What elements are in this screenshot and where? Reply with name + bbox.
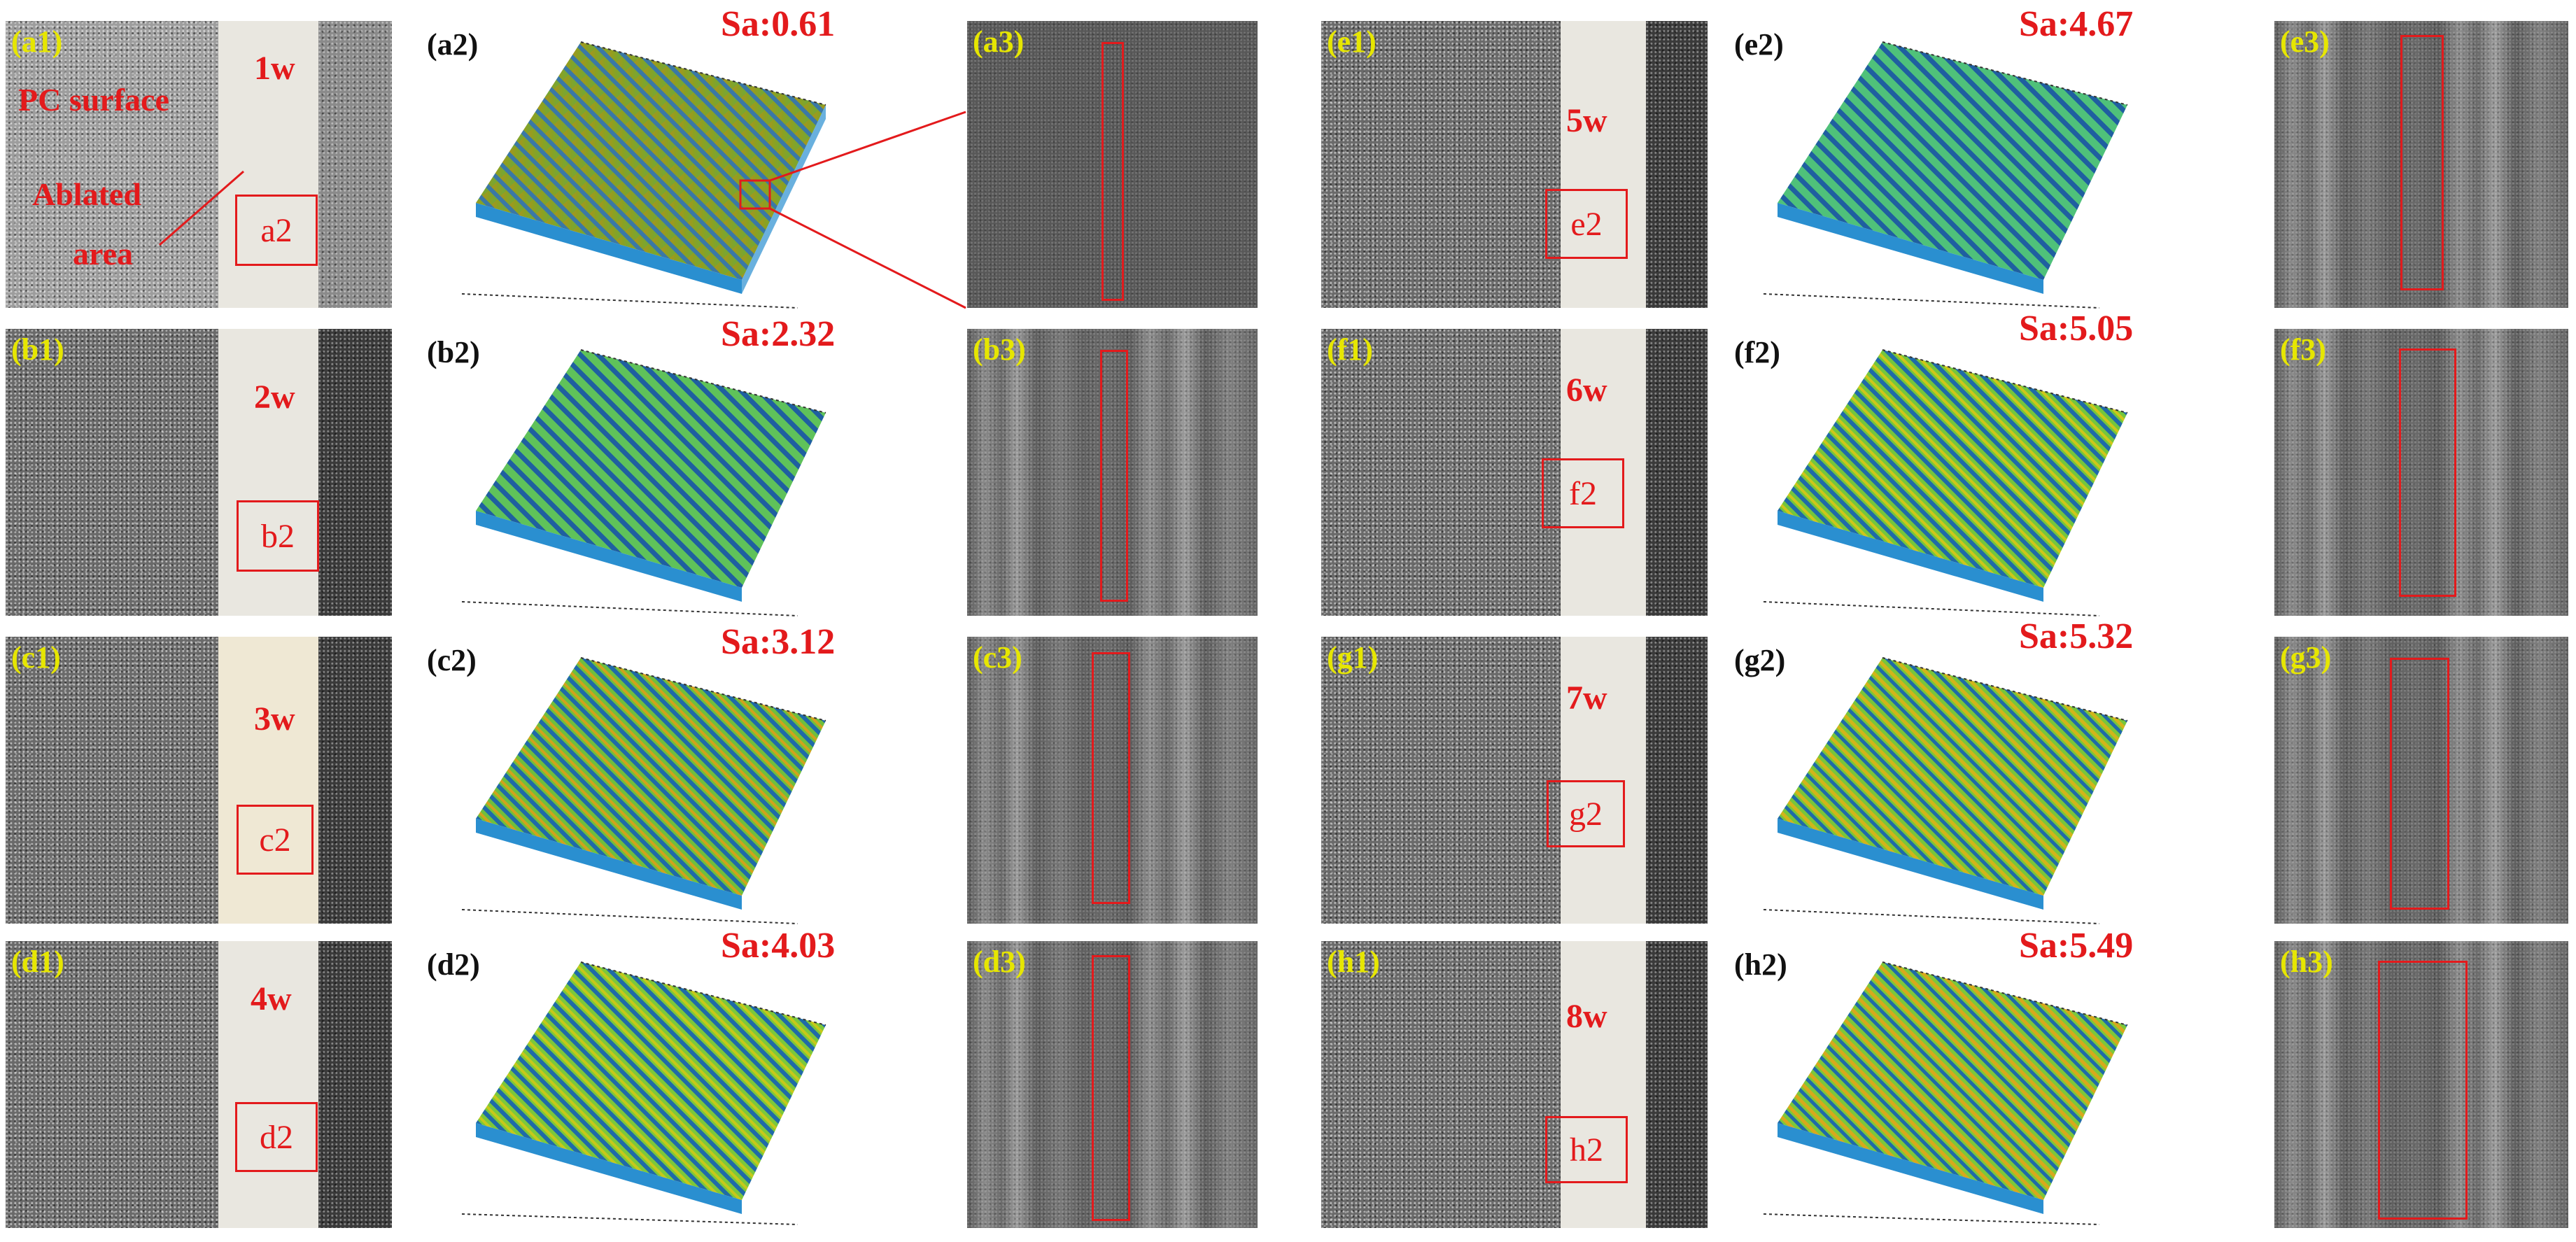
- panel-label: (g1): [1327, 640, 1379, 675]
- ablated-area-label-line2: area: [73, 236, 134, 271]
- panel-label: (h3): [2280, 945, 2333, 979]
- sa-value: Sa:0.61: [721, 4, 836, 44]
- panel-label: (g2): [1734, 643, 1786, 677]
- panel-label: (a2): [427, 27, 479, 62]
- reference-box: e2: [1545, 189, 1628, 259]
- power-label: 3w: [254, 700, 295, 738]
- photo-b1: (b1) 2w b2: [6, 329, 392, 616]
- power-label: 4w: [251, 980, 292, 1017]
- surface-3d-plot: [461, 41, 826, 309]
- surface-3d-plot: [1763, 41, 2128, 309]
- panel-label: (d3): [973, 945, 1026, 979]
- panel-label: (c2): [427, 643, 477, 677]
- sa-value: Sa:4.67: [2019, 4, 2134, 44]
- sem-image: (f3): [2274, 329, 2568, 616]
- panel-label: (a1): [11, 24, 63, 59]
- panel-label: (g3): [2280, 640, 2332, 675]
- ablated-area-label-line1: Ablated: [32, 176, 141, 212]
- panel-label: (b3): [973, 332, 1026, 367]
- reference-box: b2: [237, 500, 319, 572]
- sem-image: (h3): [2274, 941, 2568, 1228]
- panel-label: (b2): [427, 335, 480, 369]
- panel-label: (h2): [1734, 947, 1787, 982]
- power-label: 5w: [1566, 102, 1607, 139]
- photo-e1: (e1) 5w e2: [1321, 21, 1708, 308]
- photo-a1: (a1) 1w PC surface Ablated area a2: [6, 21, 392, 308]
- reference-box: a2: [235, 195, 318, 266]
- power-label: 8w: [1566, 998, 1607, 1035]
- reference-box: g2: [1547, 780, 1625, 847]
- surface-3d-plot: [1763, 349, 2128, 616]
- reference-box: d2: [235, 1102, 318, 1172]
- panel-label: (e1): [1327, 24, 1377, 59]
- sa-value: Sa:5.32: [2019, 616, 2134, 656]
- sem-image: (b3): [967, 329, 1258, 616]
- surface-3d-plot: [461, 349, 826, 616]
- surface-3d-plot: [1763, 657, 2128, 924]
- ablated-area-pointer: [159, 170, 244, 246]
- power-label: 1w: [254, 50, 295, 87]
- highlight-box: [2378, 961, 2468, 1220]
- panel-label: (c3): [973, 640, 1022, 675]
- panel-label: (c1): [11, 640, 61, 675]
- highlight-box: [2400, 35, 2444, 290]
- panel-label: (f1): [1327, 332, 1373, 367]
- highlight-box: [1102, 42, 1124, 301]
- zoom-indicator: [739, 111, 966, 309]
- photo-c1: (c1) 3w c2: [6, 637, 392, 924]
- sa-value: Sa:5.49: [2019, 926, 2134, 966]
- pc-surface-label: PC surface: [18, 82, 169, 118]
- photo-h1: (h1) 8w h2: [1321, 941, 1708, 1228]
- sa-value: Sa:3.12: [721, 622, 836, 662]
- panel-label: (f3): [2280, 332, 2326, 367]
- sem-image: (d3): [967, 941, 1258, 1228]
- panel-label: (e2): [1734, 27, 1784, 62]
- highlight-box: [1100, 350, 1128, 602]
- sa-value: Sa:4.03: [721, 926, 836, 966]
- panel-label: (b1): [11, 332, 64, 367]
- sem-image: (g3): [2274, 637, 2568, 924]
- sa-value: Sa:2.32: [721, 314, 836, 354]
- panel-label: (f2): [1734, 335, 1780, 369]
- highlight-box: [1092, 955, 1130, 1221]
- panel-label: (e3): [2280, 24, 2330, 59]
- sa-value: Sa:5.05: [2019, 309, 2134, 348]
- surface-3d-plot: [461, 657, 826, 924]
- photo-d1: (d1) 4w d2: [6, 941, 392, 1228]
- reference-box: c2: [237, 805, 314, 875]
- power-label: 7w: [1566, 679, 1607, 717]
- sem-image: (e3): [2274, 21, 2568, 308]
- highlight-box: [2399, 348, 2456, 597]
- sem-image: (a3): [967, 21, 1258, 308]
- surface-3d-plot: [461, 961, 826, 1225]
- photo-g1: (g1) 7w g2: [1321, 637, 1708, 924]
- surface-3d-plot: [1763, 961, 2128, 1225]
- reference-box: h2: [1545, 1116, 1628, 1183]
- highlight-box: [2390, 658, 2449, 910]
- panel-label: (h1): [1327, 945, 1380, 979]
- reference-box: f2: [1542, 458, 1624, 528]
- power-label: 6w: [1566, 372, 1607, 409]
- power-label: 2w: [254, 379, 295, 416]
- panel-label: (d2): [427, 947, 480, 982]
- panel-label: (d1): [11, 945, 64, 979]
- sem-image: (c3): [967, 637, 1258, 924]
- photo-f1: (f1) 6w f2: [1321, 329, 1708, 616]
- highlight-box: [1092, 652, 1130, 904]
- panel-label: (a3): [973, 24, 1025, 59]
